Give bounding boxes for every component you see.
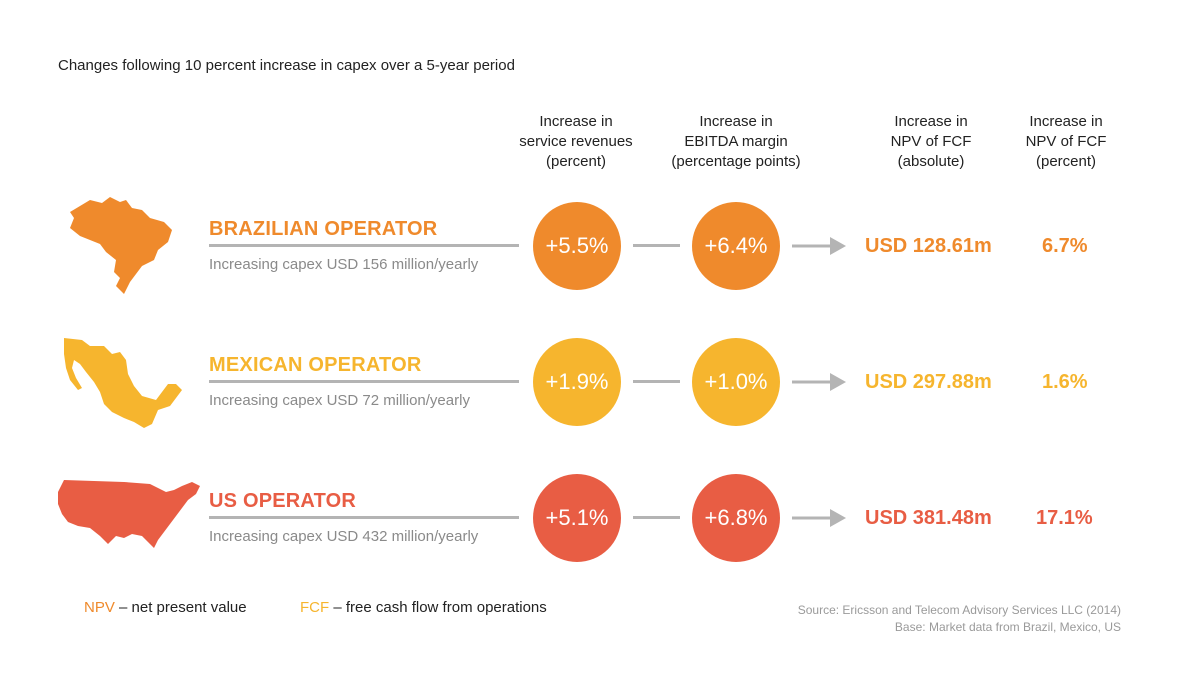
service-revenues-circle: +1.9% — [533, 338, 621, 426]
ebitda-margin-circle: +6.4% — [692, 202, 780, 290]
npv-absolute-value: USD 297.88m — [865, 371, 992, 393]
operator-capex: Increasing capex USD 72 million/yearly — [209, 392, 470, 409]
npv-absolute-value: USD 381.48m — [865, 507, 992, 529]
operator-capex: Increasing capex USD 432 million/yearly — [209, 528, 479, 545]
service-revenues-circle: +5.1% — [533, 474, 621, 562]
service-revenues-circle: +5.5% — [533, 202, 621, 290]
connector-line — [633, 380, 680, 383]
npv-percent-value: 1.6% — [1042, 371, 1088, 393]
npv-absolute-value: USD 128.61m — [865, 235, 992, 257]
arrow-right-icon — [792, 509, 846, 527]
operator-row-brazil: BRAZILIAN OPERATOR Increasing capex USD … — [0, 180, 1188, 310]
arrow-right-icon — [792, 373, 846, 391]
connector-line — [209, 380, 519, 383]
legend-fcf-text: – free cash flow from operations — [329, 599, 547, 616]
npv-percent-value: 17.1% — [1036, 507, 1093, 529]
column-header-ebitda-margin: Increase in EBITDA margin (percentage poin… — [671, 113, 801, 170]
operator-row-mexico: MEXICAN OPERATOR Increasing capex USD 72… — [0, 316, 1188, 446]
legend-fcf: FCF – free cash flow from operations — [300, 599, 547, 616]
chart-title: Changes following 10 percent increase in… — [58, 57, 515, 74]
ebitda-margin-circle: +6.8% — [692, 474, 780, 562]
operator-name: BRAZILIAN OPERATOR — [209, 218, 438, 240]
base-line: Base: Market data from Brazil, Mexico, U… — [894, 620, 1121, 634]
column-header-npv-absolute: Increase in NPV of FCF (absolute) — [890, 113, 972, 170]
usa-map-icon — [58, 480, 200, 548]
column-header-service-revenues: Increase in service revenues (percent) — [519, 113, 633, 170]
operator-name: MEXICAN OPERATOR — [209, 354, 422, 376]
legend-npv-text: – net present value — [114, 599, 247, 616]
operator-row-us: US OPERATOR Increasing capex USD 432 mil… — [0, 452, 1188, 582]
mexico-map-icon — [64, 338, 182, 428]
brazil-map-icon — [70, 197, 172, 294]
legend-npv-abbr: NPV — [84, 599, 115, 616]
connector-line — [209, 244, 519, 247]
npv-percent-value: 6.7% — [1042, 235, 1088, 257]
operator-name: US OPERATOR — [209, 490, 357, 512]
ebitda-margin-circle: +1.0% — [692, 338, 780, 426]
legend-fcf-abbr: FCF — [300, 599, 330, 616]
connector-line — [633, 516, 680, 519]
operator-capex: Increasing capex USD 156 million/yearly — [209, 256, 479, 273]
source-line: Source: Ericsson and Telecom Advisory Se… — [797, 603, 1121, 617]
source-note: Source: Ericsson and Telecom Advisory Se… — [798, 602, 1121, 636]
connector-line — [209, 516, 519, 519]
legend-npv: NPV – net present value — [84, 599, 247, 616]
column-header-npv-percent: Increase in NPV of FCF (percent) — [1025, 113, 1107, 170]
connector-line — [633, 244, 680, 247]
arrow-right-icon — [792, 237, 846, 255]
